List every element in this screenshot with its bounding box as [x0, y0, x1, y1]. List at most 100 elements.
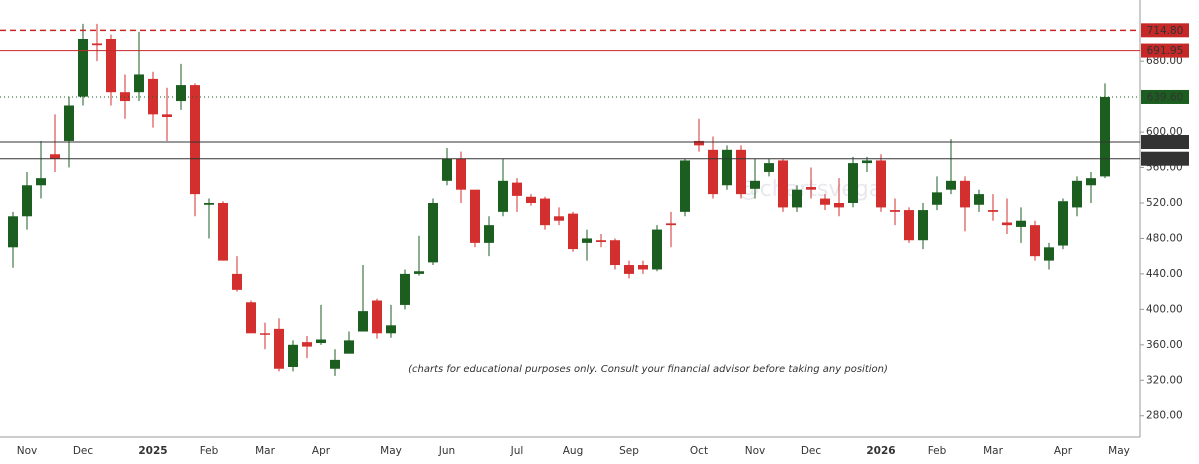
x-tick-label: Mar [255, 445, 275, 457]
y-tick-label: 320.00 [1146, 374, 1183, 386]
candle-body [652, 229, 662, 270]
candle-body [736, 149, 746, 195]
candle-body [288, 344, 298, 367]
candle-body [344, 340, 354, 354]
candle-body [876, 160, 886, 208]
candle-body [274, 328, 284, 369]
candle-body [498, 180, 508, 212]
candle-body [50, 154, 60, 159]
candle-body [134, 74, 144, 93]
candle-body [302, 342, 312, 347]
candle-body [596, 240, 606, 242]
level-label: 691.95 [1147, 45, 1184, 57]
candle-body [442, 158, 452, 181]
candle-body [750, 180, 760, 189]
candle-body [988, 210, 998, 212]
candle-body [918, 210, 928, 241]
candle-body [764, 163, 774, 172]
x-tick-label: Oct [690, 445, 708, 457]
x-tick-label: Nov [745, 445, 766, 457]
candle-body [512, 182, 522, 196]
x-tick-label: 2026 [866, 445, 895, 457]
candle-body [610, 240, 620, 266]
candle-body [8, 216, 18, 248]
y-tick-label: 680.00 [1146, 55, 1183, 67]
x-tick-label: Feb [928, 445, 947, 457]
level-label: 588.80 [1147, 137, 1184, 149]
candle-body [400, 273, 410, 305]
candle-body [974, 194, 984, 205]
candle-body [1100, 96, 1110, 177]
candle-body [428, 202, 438, 263]
x-tick-label: Sep [619, 445, 639, 457]
candle-body [176, 85, 186, 102]
candle-body [806, 187, 816, 190]
candle-body [106, 39, 116, 93]
candle-body [484, 225, 494, 243]
candle-body [834, 202, 844, 208]
candle-body [246, 302, 256, 334]
y-tick-label: 360.00 [1146, 339, 1183, 351]
candle-body [666, 223, 676, 226]
candle-body [820, 198, 830, 205]
candle-body [694, 140, 704, 146]
candle-body [568, 213, 578, 250]
candle-body [680, 160, 690, 212]
y-tick-label: 280.00 [1146, 410, 1183, 422]
x-tick-label: Dec [73, 445, 94, 457]
candle-body [64, 105, 74, 141]
candle-body [260, 333, 270, 335]
x-tick-label: Dec [801, 445, 822, 457]
candle-body [1044, 247, 1054, 261]
candle-body [232, 273, 242, 290]
candle-body [372, 300, 382, 334]
candle-body [78, 39, 88, 97]
candle-body [932, 192, 942, 205]
level-label-box [1141, 151, 1189, 166]
y-tick-label: 520.00 [1146, 197, 1183, 209]
candle-body [1086, 178, 1096, 186]
candle-body [960, 180, 970, 208]
candle-body [1058, 201, 1068, 246]
candle-body [456, 158, 466, 190]
level-label-box [1141, 135, 1189, 150]
x-tick-label: Jun [438, 445, 455, 457]
x-tick-label: May [380, 445, 402, 457]
candle-body [624, 265, 634, 274]
candle-body [190, 85, 200, 195]
candle-body [204, 202, 214, 205]
x-tick-label: Feb [200, 445, 219, 457]
x-tick-label: Nov [17, 445, 38, 457]
candle-body [330, 359, 340, 369]
candle-body [792, 189, 802, 208]
candle-body [386, 325, 396, 334]
candle-body [722, 149, 732, 186]
candle-body [890, 210, 900, 212]
candle-body [36, 178, 46, 186]
candle-body [218, 202, 228, 261]
y-tick-label: 480.00 [1146, 232, 1183, 244]
candle-body [92, 43, 102, 46]
level-label-box [1141, 23, 1189, 38]
candle-body [414, 271, 424, 274]
disclaimer: (charts for educational purposes only. C… [408, 364, 888, 375]
candle-body [904, 210, 914, 241]
x-tick-label: 2025 [138, 445, 167, 457]
candle-body [162, 114, 172, 118]
candle-body [1030, 225, 1040, 257]
x-tick-label: Mar [983, 445, 1003, 457]
x-tick-label: Aug [563, 445, 584, 457]
candle-body [1002, 222, 1012, 226]
level-label-box [1141, 89, 1189, 104]
x-tick-label: Jul [510, 445, 524, 457]
candle-body [554, 216, 564, 221]
candle-body [638, 265, 648, 270]
y-tick-label: 440.00 [1146, 268, 1183, 280]
candle-body [470, 189, 480, 243]
candle-body [862, 160, 872, 164]
level-label-box [1141, 43, 1189, 58]
candle-body [708, 149, 718, 195]
candle-body [778, 160, 788, 208]
